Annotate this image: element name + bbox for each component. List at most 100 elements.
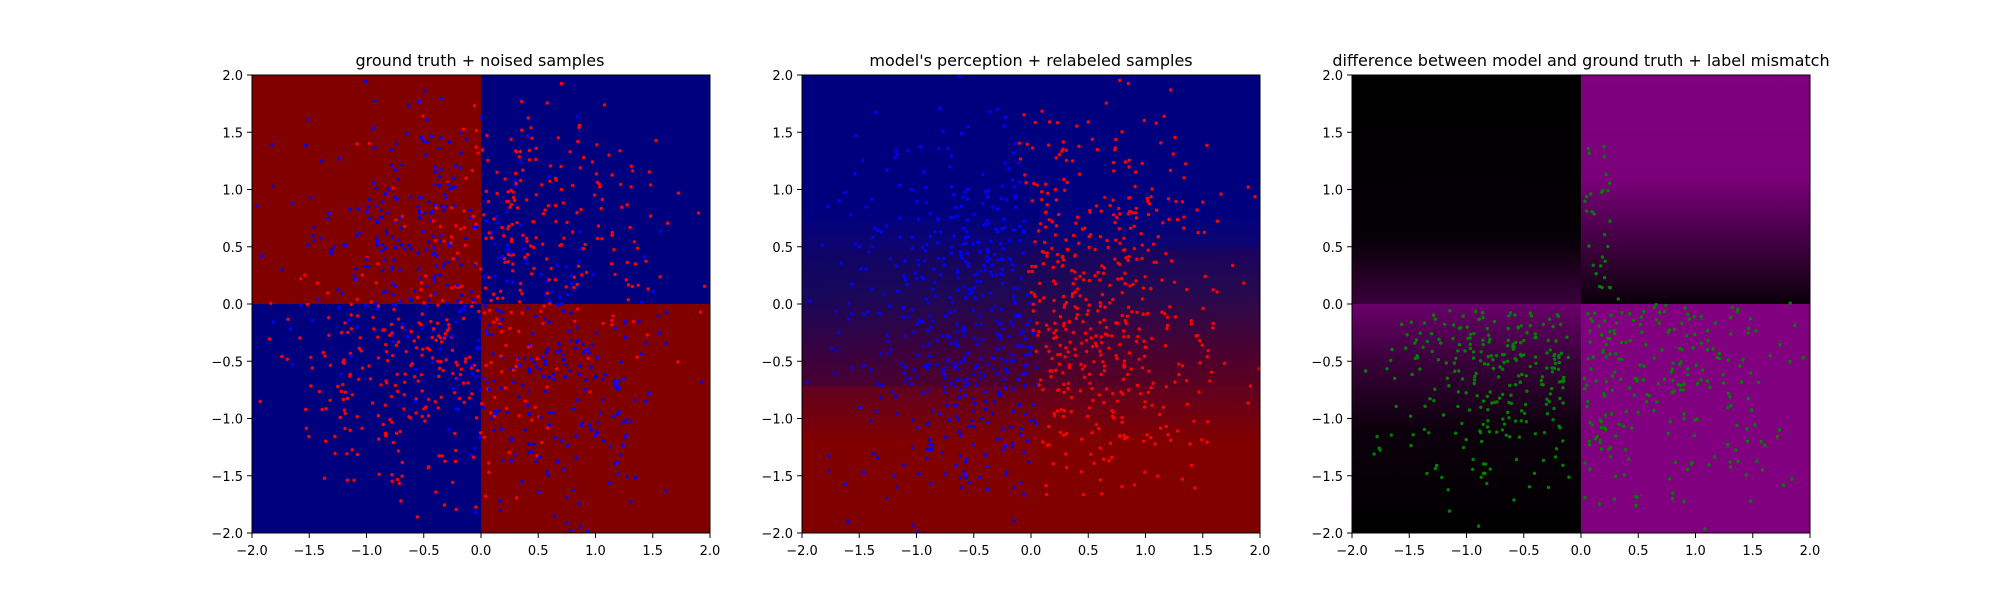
scatter-point: [1200, 438, 1204, 442]
panel-difference: difference between model and ground trut…: [1311, 51, 1829, 559]
scatter-point: [1153, 442, 1157, 446]
scatter-point: [569, 281, 573, 286]
scatter-point: [1019, 433, 1023, 437]
scatter-point: [431, 219, 435, 223]
scatter-point: [965, 218, 969, 222]
scatter-point: [546, 347, 550, 352]
scatter-point: [1042, 296, 1046, 300]
scatter-point: [980, 294, 985, 298]
scatter-point: [412, 339, 416, 343]
scatter-point: [1473, 374, 1477, 379]
scatter-point: [1749, 408, 1754, 412]
scatter-point: [493, 395, 497, 400]
scatter-point: [1433, 466, 1438, 471]
scatter-point: [532, 220, 536, 224]
scatter-point: [468, 355, 472, 359]
scatter-point: [531, 332, 535, 336]
scatter-point: [1427, 431, 1431, 435]
scatter-point: [1130, 211, 1135, 215]
scatter-point: [1457, 326, 1462, 331]
scatter-point: [1030, 199, 1035, 203]
scatter-point: [1089, 452, 1093, 456]
scatter-point: [1604, 342, 1608, 347]
scatter-point: [327, 316, 331, 320]
scatter-point: [509, 438, 513, 442]
scatter-point: [1457, 369, 1461, 373]
scatter-point: [1567, 475, 1571, 479]
scatter-point: [533, 405, 537, 409]
scatter-point: [1010, 445, 1014, 449]
scatter-point: [466, 381, 470, 385]
scatter-point: [501, 296, 505, 300]
scatter-point: [487, 275, 491, 280]
scatter-point: [1603, 259, 1607, 263]
scatter-point: [1025, 293, 1029, 297]
scatter-point: [963, 259, 967, 264]
scatter-point: [1021, 251, 1025, 255]
scatter-point: [1182, 176, 1186, 180]
scatter-point: [968, 292, 972, 296]
scatter-point: [1013, 205, 1018, 210]
scatter-point: [1044, 323, 1049, 327]
scatter-point: [966, 124, 970, 129]
scatter-point: [1500, 428, 1505, 432]
scatter-point: [927, 354, 932, 358]
scatter-point: [342, 361, 346, 365]
scatter-point: [371, 126, 376, 130]
scatter-point: [564, 285, 568, 289]
scatter-point: [1188, 442, 1192, 446]
scatter-point: [1140, 256, 1144, 261]
scatter-points: [805, 75, 1260, 533]
scatter-point: [559, 187, 564, 192]
scatter-point: [515, 150, 519, 154]
scatter-point: [1104, 101, 1109, 105]
scatter-point: [1667, 477, 1672, 481]
scatter-point: [1602, 275, 1607, 280]
scatter-point: [850, 365, 854, 370]
scatter-point: [400, 162, 404, 167]
scatter-point: [1140, 366, 1145, 370]
scatter-point: [493, 409, 498, 413]
scatter-point: [556, 459, 560, 464]
scatter-point: [1657, 321, 1662, 325]
scatter-point: [1518, 352, 1523, 357]
scatter-point: [1081, 320, 1085, 324]
scatter-point: [1693, 332, 1697, 336]
scatter-point: [985, 247, 989, 252]
scatter-point: [493, 414, 497, 419]
scatter-point: [1067, 365, 1071, 370]
scatter-point: [419, 373, 424, 377]
scatter-point: [427, 298, 431, 302]
scatter-point: [1003, 225, 1007, 230]
scatter-point: [1211, 326, 1215, 330]
scatter-point: [1552, 406, 1556, 411]
scatter-point: [1142, 405, 1147, 409]
scatter-point: [445, 301, 449, 305]
scatter-point: [356, 314, 360, 318]
scatter-point: [871, 235, 875, 240]
scatter-point: [478, 388, 483, 392]
scatter-point: [1474, 371, 1478, 376]
scatter-point: [957, 429, 961, 434]
scatter-point: [459, 284, 464, 288]
scatter-point: [929, 447, 934, 452]
y-tick-label: 0.0: [222, 298, 243, 313]
scatter-point: [428, 293, 433, 298]
x-tick-label: −1.0: [901, 544, 933, 559]
scatter-point: [1558, 396, 1562, 401]
scatter-point: [1120, 485, 1124, 489]
scatter-point: [602, 103, 607, 107]
scatter-point: [1468, 332, 1473, 336]
scatter-point: [537, 490, 541, 494]
scatter-point: [491, 292, 496, 296]
scatter-point: [562, 358, 566, 362]
scatter-point: [1065, 465, 1069, 470]
scatter-point: [394, 142, 399, 146]
scatter-point: [1591, 355, 1596, 359]
scatter-point: [912, 367, 916, 372]
scatter-point: [1614, 321, 1619, 325]
scatter-point: [1161, 405, 1165, 409]
scatter-point: [944, 364, 949, 369]
scatter-point: [1052, 414, 1057, 418]
scatter-point: [1553, 455, 1558, 459]
